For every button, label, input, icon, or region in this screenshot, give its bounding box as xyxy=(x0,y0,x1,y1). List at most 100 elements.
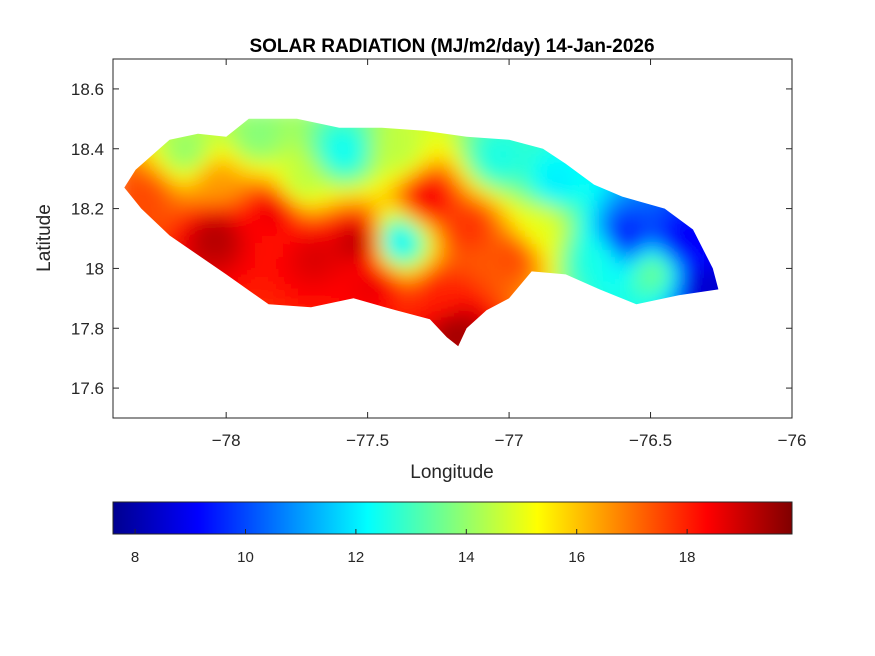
heatmap-cell xyxy=(318,292,326,300)
heatmap-cell xyxy=(220,208,228,216)
heatmap-cell xyxy=(283,229,291,237)
heatmap-cell xyxy=(234,222,242,230)
heatmap-cell xyxy=(507,243,515,251)
heatmap-cell xyxy=(157,180,165,188)
heatmap-cell xyxy=(430,194,438,202)
heatmap-cell xyxy=(360,285,368,293)
heatmap-cell xyxy=(472,222,480,230)
heatmap-cell xyxy=(472,236,480,244)
heatmap-cell xyxy=(521,145,529,153)
heatmap-cell xyxy=(535,187,543,195)
heatmap-cell xyxy=(388,299,396,307)
heatmap-cell xyxy=(507,152,515,160)
heatmap-cell xyxy=(360,159,368,167)
heatmap-cell xyxy=(689,257,697,265)
heatmap-cell xyxy=(360,257,368,265)
heatmap-cell xyxy=(465,173,473,181)
heatmap-cell xyxy=(619,257,627,265)
heatmap-cell xyxy=(619,222,627,230)
heatmap-cell xyxy=(612,201,620,209)
heatmap-cell xyxy=(248,271,256,279)
heatmap-cell xyxy=(367,159,375,167)
heatmap-cell xyxy=(507,138,515,146)
heatmap-cell xyxy=(598,215,606,223)
heatmap-cell xyxy=(339,243,347,251)
heatmap-cell xyxy=(521,271,529,279)
heatmap-cell xyxy=(248,166,256,174)
heatmap-cell xyxy=(514,145,522,153)
heatmap-cell xyxy=(472,285,480,293)
heatmap-cell xyxy=(360,229,368,237)
heatmap-cell xyxy=(479,278,487,286)
heatmap-cell xyxy=(682,236,690,244)
heatmap-cell xyxy=(528,215,536,223)
heatmap-cell xyxy=(416,257,424,265)
heatmap-cell xyxy=(290,187,298,195)
heatmap-cell xyxy=(507,180,515,188)
heatmap-cell xyxy=(367,243,375,251)
heatmap-cell xyxy=(318,187,326,195)
heatmap-cell xyxy=(542,257,550,265)
heatmap-cell xyxy=(423,257,431,265)
heatmap-cell xyxy=(493,292,501,300)
heatmap-cell xyxy=(234,194,242,202)
heatmap-cell xyxy=(185,187,193,195)
heatmap-cell xyxy=(500,173,508,181)
heatmap-cell xyxy=(290,250,298,258)
heatmap-cell xyxy=(381,278,389,286)
heatmap-cell xyxy=(570,215,578,223)
heatmap-cell xyxy=(234,187,242,195)
heatmap-cell xyxy=(192,152,200,160)
heatmap-cell xyxy=(493,173,501,181)
heatmap-cell xyxy=(346,166,354,174)
heatmap-cell xyxy=(269,194,277,202)
heatmap-cell xyxy=(612,292,620,300)
heatmap-cell xyxy=(535,264,543,272)
heatmap-cell xyxy=(311,285,319,293)
heatmap-cell xyxy=(486,138,494,146)
heatmap-cell xyxy=(220,180,228,188)
heatmap-cell xyxy=(388,264,396,272)
heatmap-cell xyxy=(311,194,319,202)
heatmap-cell xyxy=(360,278,368,286)
heatmap-cell xyxy=(472,194,480,202)
heatmap-cell xyxy=(283,208,291,216)
heatmap-cell xyxy=(647,243,655,251)
heatmap-cell xyxy=(269,180,277,188)
heatmap-cell xyxy=(178,201,186,209)
heatmap-cell xyxy=(521,236,529,244)
heatmap-cell xyxy=(395,278,403,286)
heatmap-cell xyxy=(318,138,326,146)
heatmap-cell xyxy=(199,215,207,223)
heatmap-cell xyxy=(353,194,361,202)
heatmap-cell xyxy=(325,215,333,223)
heatmap-cell xyxy=(458,271,466,279)
heatmap-cell xyxy=(633,243,641,251)
heatmap-cell xyxy=(444,299,452,307)
heatmap-cell xyxy=(458,222,466,230)
heatmap-cell xyxy=(269,257,277,265)
heatmap-cell xyxy=(647,257,655,265)
heatmap-cell xyxy=(605,285,613,293)
heatmap-cell xyxy=(213,208,221,216)
heatmap-cell xyxy=(276,173,284,181)
heatmap-cell xyxy=(689,278,697,286)
heatmap-cell xyxy=(626,243,634,251)
heatmap-cell xyxy=(178,173,186,181)
heatmap-cell xyxy=(563,208,571,216)
heatmap-cell xyxy=(563,222,571,230)
heatmap-cell xyxy=(234,201,242,209)
heatmap-cell xyxy=(276,257,284,265)
heatmap-cell xyxy=(570,194,578,202)
heatmap-cell xyxy=(577,201,585,209)
heatmap-cell xyxy=(353,187,361,195)
heatmap-cell xyxy=(136,187,144,195)
heatmap-cell xyxy=(409,180,417,188)
heatmap-cell xyxy=(234,264,242,272)
heatmap-cell xyxy=(220,173,228,181)
heatmap-cell xyxy=(451,145,459,153)
heatmap-cell xyxy=(479,271,487,279)
heatmap-cell xyxy=(367,257,375,265)
heatmap-cell xyxy=(206,138,214,146)
